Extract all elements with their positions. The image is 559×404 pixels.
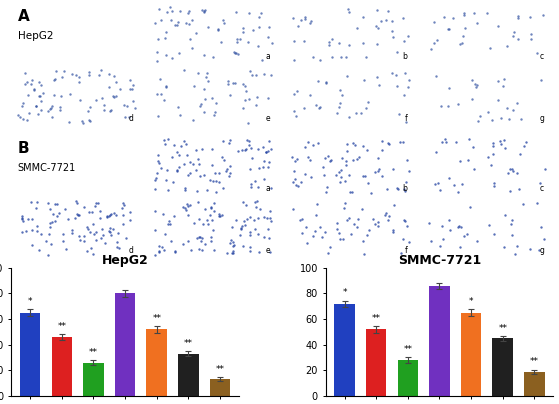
Text: *: * (469, 297, 473, 306)
Bar (524, 372, 544, 396)
Point (359, 10, 368, 17)
Point (182, 28, 191, 34)
Text: **: ** (404, 345, 413, 354)
Point (272, 104, 281, 111)
Text: b: b (402, 184, 408, 193)
Bar (83, 363, 104, 396)
Bar (115, 293, 135, 396)
Point (444, 69, 453, 76)
Bar (210, 379, 230, 396)
Point (446, 13, 455, 19)
Point (389, 106, 398, 113)
Point (390, 74, 399, 80)
Point (440, 42, 449, 49)
Text: e: e (266, 114, 271, 123)
Text: A: A (18, 9, 30, 24)
Bar (146, 329, 167, 396)
Text: **: ** (58, 322, 67, 330)
Point (416, 10, 425, 16)
Text: c: c (540, 52, 544, 61)
Text: a: a (266, 184, 271, 193)
Point (542, 95, 551, 101)
Bar (366, 329, 386, 396)
Text: B: B (18, 141, 30, 156)
Text: d: d (129, 246, 134, 255)
Title: HepG2: HepG2 (102, 254, 149, 267)
Point (436, 11, 445, 18)
Point (282, 6, 291, 12)
Point (410, 194, 419, 200)
Point (341, 4, 350, 11)
Text: **: ** (216, 365, 225, 374)
Point (457, 175, 466, 181)
Text: SMMC-7721: SMMC-7721 (18, 163, 76, 173)
Text: e: e (266, 246, 271, 255)
Point (422, 34, 431, 40)
Bar (461, 313, 481, 396)
Text: **: ** (184, 339, 193, 348)
Point (212, 40, 221, 47)
Bar (178, 354, 198, 396)
Text: f: f (405, 246, 408, 255)
Text: g: g (539, 114, 544, 123)
Text: **: ** (89, 348, 98, 357)
Point (309, 118, 318, 125)
Point (258, 105, 267, 111)
Point (325, 156, 334, 163)
Title: SMMC-7721: SMMC-7721 (398, 254, 481, 267)
Text: *: * (28, 297, 32, 306)
Point (310, 166, 319, 173)
Point (421, 74, 430, 80)
Point (442, 2, 451, 8)
Bar (397, 360, 418, 396)
Point (540, 9, 549, 15)
Point (530, 96, 539, 103)
Point (289, 2, 298, 8)
Bar (492, 338, 513, 396)
Point (371, 17, 380, 23)
Bar (429, 286, 450, 396)
Point (450, 161, 459, 167)
Text: b: b (402, 52, 408, 61)
Text: **: ** (152, 314, 161, 323)
Point (274, 197, 283, 203)
Point (305, 169, 314, 175)
Point (332, 129, 341, 135)
Bar (334, 304, 355, 396)
Text: *: * (342, 288, 347, 297)
Text: **: ** (530, 358, 539, 366)
Point (138, 0, 147, 1)
Point (271, 18, 280, 25)
Text: g: g (539, 246, 544, 255)
Point (297, 6, 306, 12)
Point (497, 42, 506, 48)
Point (357, 154, 366, 161)
Point (154, 7, 163, 14)
Text: a: a (266, 52, 271, 61)
Text: f: f (405, 114, 408, 123)
Text: **: ** (498, 324, 507, 332)
Text: d: d (129, 114, 134, 123)
Point (548, 106, 557, 112)
Text: **: ** (372, 314, 381, 323)
Bar (20, 313, 40, 396)
Text: c: c (540, 184, 544, 193)
Text: HepG2: HepG2 (18, 31, 53, 41)
Point (543, 89, 552, 95)
Point (465, 74, 474, 80)
Point (541, 73, 550, 79)
Point (438, 98, 447, 105)
Bar (51, 337, 72, 396)
